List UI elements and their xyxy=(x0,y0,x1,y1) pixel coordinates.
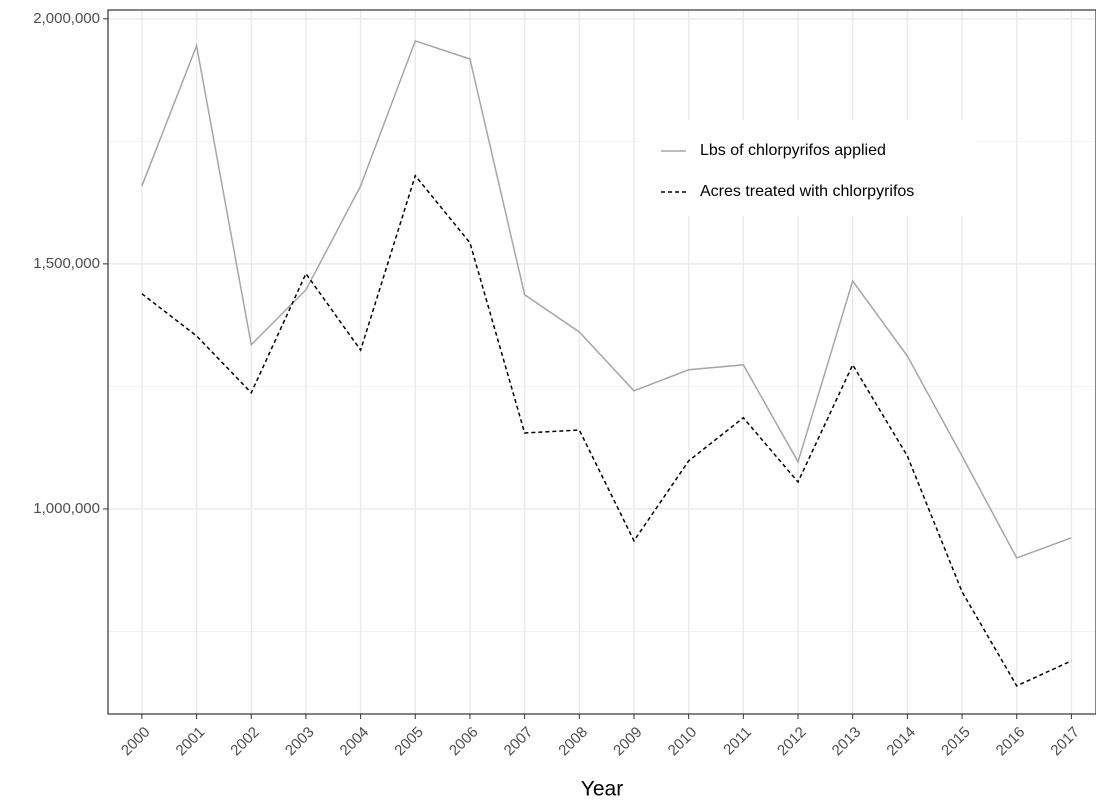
x-tick-label: 2010 xyxy=(665,724,701,760)
x-tick-label: 2007 xyxy=(501,724,537,760)
x-tick-label: 2011 xyxy=(720,724,755,759)
x-tick-label: 2004 xyxy=(337,724,373,760)
x-tick-label: 2014 xyxy=(883,724,919,760)
panel-border xyxy=(107,9,1096,715)
y-tick-label: 1,500,000 xyxy=(33,255,100,272)
x-axis-title: Year xyxy=(581,778,623,801)
x-tick-label: 2001 xyxy=(173,724,209,760)
x-tick-label: 2009 xyxy=(610,724,646,760)
x-tick-label: 2012 xyxy=(774,724,810,760)
x-tick-label: 2006 xyxy=(446,724,482,760)
x-tick-label: 2016 xyxy=(993,724,1029,760)
x-tick-label: 2008 xyxy=(555,724,591,760)
x-tick-label: 2017 xyxy=(1047,724,1083,760)
x-tick-label: 2015 xyxy=(938,724,974,760)
y-tick-label: 1,000,000 xyxy=(33,500,100,517)
x-tick-label: 2013 xyxy=(829,724,865,760)
x-tick-label: 2000 xyxy=(118,724,154,760)
x-tick-label: 2002 xyxy=(227,724,263,760)
y-tick-label: 2,000,000 xyxy=(33,10,100,27)
legend-label: Acres treated with chlorpyrifos xyxy=(700,183,914,200)
legend-box xyxy=(640,120,975,216)
series-line xyxy=(141,174,1072,687)
series-line xyxy=(141,39,1072,559)
x-tick-label: 2005 xyxy=(391,724,427,760)
legend-label: Lbs of chlorpyrifos applied xyxy=(700,142,886,159)
x-tick-label: 2003 xyxy=(282,724,318,760)
